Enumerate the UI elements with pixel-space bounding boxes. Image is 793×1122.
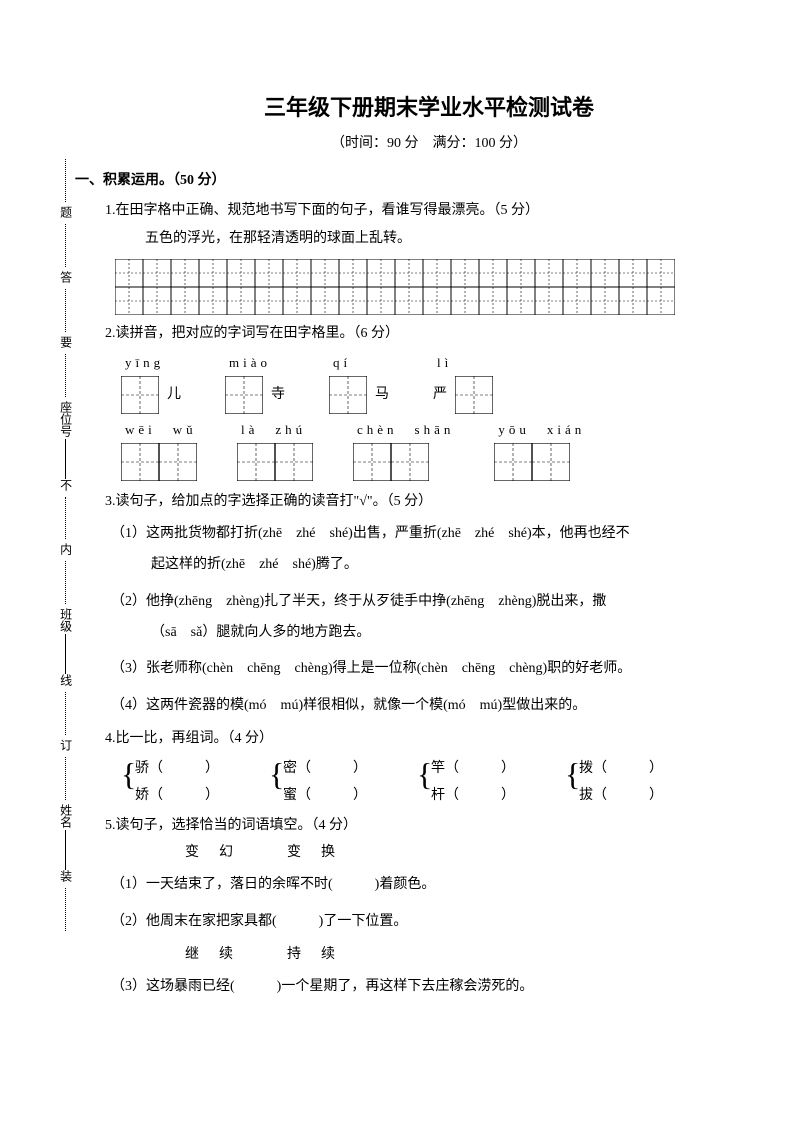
pinyin-item: qí马 [329,353,389,414]
question-1-sentence: 五色的浮光，在那轻清透明的球面上乱转。 [145,228,753,250]
question-3-item-3: （3）张老师称(chèn chēng chèng)得上是一位称(chèn chē… [111,654,753,685]
question-3: 3.读句子，给加点的字选择正确的读音打"√"。（5 分） [105,491,753,513]
binding-yao: 要 [55,336,74,350]
question-2: 2.读拼音，把对应的字词写在田字格里。（6 分） [105,323,753,345]
pinyin-item: chèn shān [353,420,454,481]
compare-pair: {竿（ ）杆（ ） [417,756,515,809]
binding-xian: 线 [55,674,74,688]
pinyin-item: yīng儿 [121,353,181,414]
binding-strip: 题 答 要 座位号 不 内 班级 线 订 姓名 装 [40,155,90,935]
compare-pair: {骄（ ）娇（ ） [121,756,219,809]
question-1: 1.在田字格中正确、规范地书写下面的句子，看谁写得最漂亮。（5 分） [105,200,753,222]
binding-bu: 不 [55,479,74,493]
binding-nei: 内 [55,543,74,557]
question-4-pairs: {骄（ ）娇（ ） {密（ ）蜜（ ） {竿（ ）杆（ ） {拨（ ）拔（ ） [121,756,753,809]
question-3-item-4: （4）这两件瓷器的模(mó mú)样很相似，就像一个模(mó mú)型做出来的。 [111,691,753,722]
pinyin-item: yōu xián [494,420,585,481]
question-5-words-1: 变幻 变换 [185,842,753,864]
pinyin-item: miào寺 [225,353,285,414]
compare-pair: {拨（ ）拔（ ） [565,756,663,809]
question-5: 5.读句子，选择恰当的词语填空。（4 分） [105,815,753,837]
section-1-heading: 一、积累运用。（50 分） [75,170,753,192]
pinyin-item: lì严 [433,353,493,414]
question-5-item-2: （2）他周末在家把家具都( )了一下位置。 [111,907,753,938]
question-5-item-3: （3）这场暴雨已经( )一个星期了，再这样下去庄稼会涝死的。 [111,972,753,1003]
page-title: 三年级下册期末学业水平检测试卷 [105,90,753,125]
question-3-item-1: （1）这两批货物都打折(zhē zhé shé)出售，严重折(zhē zhé s… [111,519,753,581]
page-subtitle: （时间：90 分 满分：100 分） [105,133,753,155]
binding-ding: 订 [55,739,74,753]
question-2-row2: wēi wǔ là zhú chèn shān yōu xián [121,420,753,481]
question-3-item-2: （2）他挣(zhēng zhèng)扎了半天，终于从歹徒手中挣(zhēng zh… [111,587,753,649]
binding-seat: 座位号 [55,401,74,437]
compare-pair: {密（ ）蜜（ ） [269,756,367,809]
question-1-grid [115,259,753,315]
question-5-item-1: （1）一天结束了，落日的余晖不时( )着颜色。 [111,870,753,901]
question-5-words-2: 继续 持续 [185,944,753,966]
pinyin-item: wēi wǔ [121,420,197,481]
question-4: 4.比一比，再组词。（4 分） [105,728,753,750]
pinyin-item: là zhú [237,420,313,481]
binding-ti: 题 [55,206,74,220]
binding-name: 姓名 [55,804,74,828]
binding-class: 班级 [55,608,74,632]
binding-da: 答 [55,271,74,285]
question-2-row1: yīng儿 miào寺 qí马 lì严 [121,353,753,414]
binding-zhuang: 装 [55,870,74,884]
